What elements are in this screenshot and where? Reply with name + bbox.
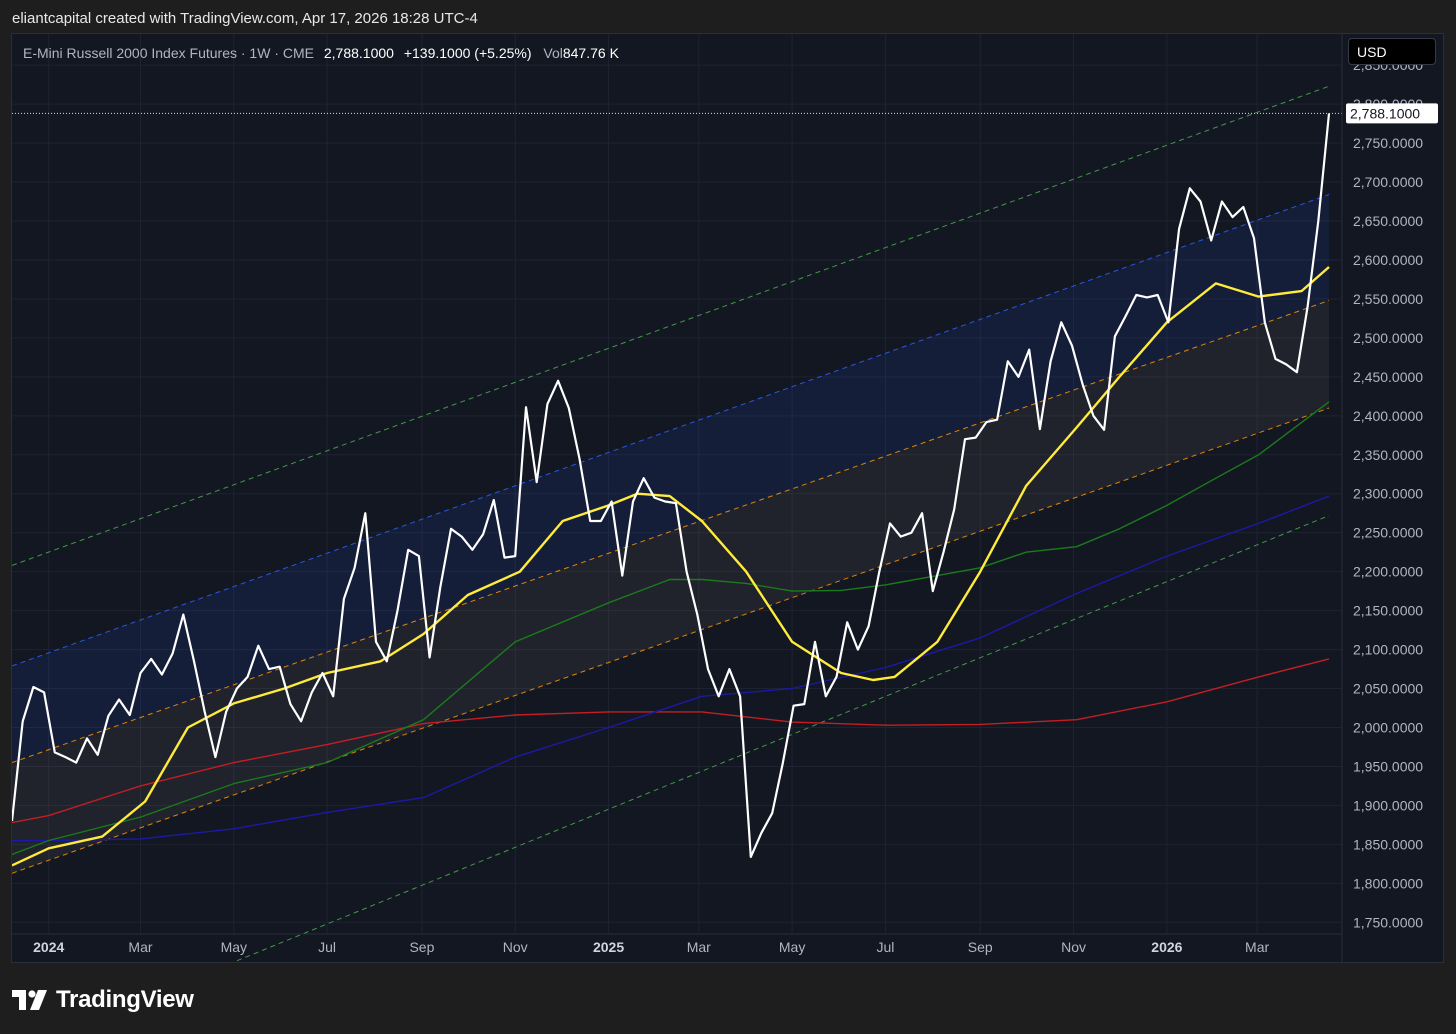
time-tick-label: Nov bbox=[1061, 939, 1086, 955]
time-axis: 2024 Mar May Jul Sep Nov 2025 Mar May Jul Sep Nov 20… bbox=[12, 933, 1342, 955]
series-ma_blue bbox=[12, 495, 1330, 842]
price-tick-label: 2,100.0000 bbox=[1353, 642, 1423, 658]
symbol-legend[interactable]: E-Mini Russell 2000 Index Futures · 1W ·… bbox=[23, 45, 619, 61]
price-tick-label: 1,950.0000 bbox=[1353, 758, 1423, 774]
time-tick-label: Nov bbox=[503, 939, 528, 955]
volume-readout: Vol847.76 K bbox=[543, 45, 619, 61]
channel-line-4 bbox=[232, 515, 1330, 962]
price-tick-label: 2,150.0000 bbox=[1353, 603, 1423, 619]
symbol-name[interactable]: E-Mini Russell 2000 Index Futures · 1W ·… bbox=[23, 45, 314, 61]
price-tick-label: 2,050.0000 bbox=[1353, 681, 1423, 697]
series-ma_green bbox=[12, 401, 1330, 856]
last-price-tag bbox=[1346, 103, 1438, 124]
price-chart[interactable]: 1,750.0000 1,800.0000 1,850.0000 1,900.0000… bbox=[12, 34, 1444, 963]
channel-line-3 bbox=[12, 407, 1330, 874]
last-price-tag-label: 2,788.1000 bbox=[1350, 105, 1420, 121]
series-ma_yellow bbox=[12, 266, 1330, 867]
price-tick-label: 2,550.0000 bbox=[1353, 291, 1423, 307]
time-tick-label: Jul bbox=[318, 939, 336, 955]
price-tick-label: 2,750.0000 bbox=[1353, 135, 1423, 151]
price-change-value: +139.1000 (+5.25%) bbox=[403, 45, 532, 61]
chart-pane[interactable]: 1,750.0000 1,800.0000 1,850.0000 1,900.0000… bbox=[11, 33, 1444, 963]
price-tick-label: 1,750.0000 bbox=[1353, 914, 1423, 930]
price-line bbox=[12, 113, 1331, 859]
price-tick-label: 2,200.0000 bbox=[1353, 564, 1423, 580]
price-tick-label: 1,800.0000 bbox=[1353, 875, 1423, 891]
price-axis: 1,750.0000 1,800.0000 1,850.0000 1,900.0000… bbox=[1341, 34, 1423, 962]
channel-fill-blue bbox=[12, 194, 1329, 763]
currency-button[interactable]: USD bbox=[1348, 38, 1436, 65]
last-price-value: 2,788.1000 bbox=[323, 45, 394, 61]
price-tick-label: 2,000.0000 bbox=[1353, 720, 1423, 736]
price-tick-label: 1,850.0000 bbox=[1353, 836, 1423, 852]
price-tick-label: 2,500.0000 bbox=[1353, 330, 1423, 346]
price-tick-label: 2,400.0000 bbox=[1353, 408, 1423, 424]
price-tick-label: 2,650.0000 bbox=[1353, 213, 1423, 229]
time-tick-label: 2025 bbox=[593, 939, 624, 955]
time-tick-label: Mar bbox=[1245, 939, 1269, 955]
time-tick-label: May bbox=[779, 939, 805, 955]
channel-fill-orange bbox=[12, 300, 1329, 874]
time-tick-label: 2024 bbox=[33, 939, 64, 955]
tradingview-brand-text: TradingView bbox=[56, 986, 194, 1013]
grid bbox=[12, 34, 1342, 934]
price-tick-label: 2,450.0000 bbox=[1353, 369, 1423, 385]
chart-credit: eliantcapital created with TradingView.c… bbox=[12, 10, 478, 27]
time-tick-label: Sep bbox=[968, 939, 993, 955]
time-tick-label: 2026 bbox=[1151, 939, 1182, 955]
time-tick-label: Mar bbox=[687, 939, 711, 955]
price-tick-label: 2,300.0000 bbox=[1353, 486, 1423, 502]
volume-label: Vol bbox=[543, 45, 563, 61]
price-tick-label: 1,900.0000 bbox=[1353, 797, 1423, 813]
channel-line-1 bbox=[12, 194, 1330, 667]
price-tick-label: 2,250.0000 bbox=[1353, 525, 1423, 541]
tradingview-logo-icon bbox=[12, 990, 47, 1010]
time-tick-label: May bbox=[221, 939, 247, 955]
time-tick-label: Sep bbox=[409, 939, 434, 955]
price-tick-label: 2,350.0000 bbox=[1353, 447, 1423, 463]
time-tick-label: Mar bbox=[128, 939, 152, 955]
volume-value: 847.76 K bbox=[562, 45, 619, 61]
time-tick-label: Jul bbox=[876, 939, 894, 955]
tradingview-logo[interactable]: TradingView bbox=[12, 985, 194, 1015]
price-tick-label: 2,700.0000 bbox=[1353, 174, 1423, 190]
price-tick-label: 2,600.0000 bbox=[1353, 252, 1423, 268]
